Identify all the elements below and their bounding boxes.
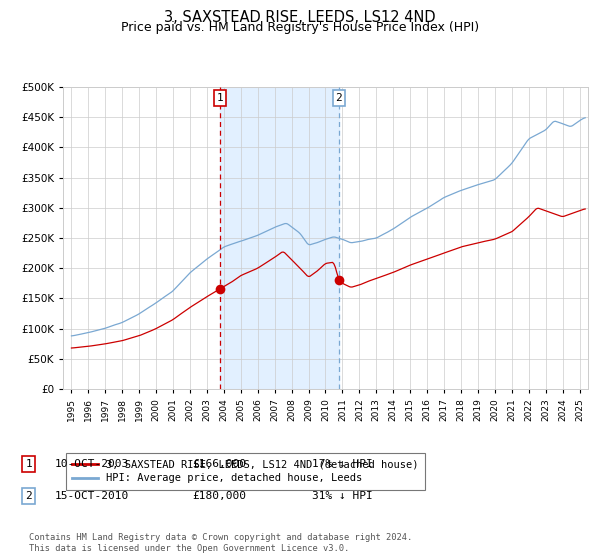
Text: 3, SAXSTEAD RISE, LEEDS, LS12 4ND: 3, SAXSTEAD RISE, LEEDS, LS12 4ND <box>164 10 436 25</box>
Text: Contains HM Land Registry data © Crown copyright and database right 2024.
This d: Contains HM Land Registry data © Crown c… <box>29 533 412 553</box>
Text: 10-OCT-2003: 10-OCT-2003 <box>55 459 130 469</box>
Text: 1: 1 <box>25 459 32 469</box>
Text: 31% ↓ HPI: 31% ↓ HPI <box>312 491 373 501</box>
Text: 2: 2 <box>335 93 342 103</box>
Text: 2: 2 <box>25 491 32 501</box>
Legend: 3, SAXSTEAD RISE, LEEDS, LS12 4ND (detached house), HPI: Average price, detached: 3, SAXSTEAD RISE, LEEDS, LS12 4ND (detac… <box>65 454 425 489</box>
Text: £166,000: £166,000 <box>192 459 246 469</box>
Bar <box>220 87 339 389</box>
Text: £180,000: £180,000 <box>192 491 246 501</box>
Text: 1: 1 <box>217 93 224 103</box>
Text: Price paid vs. HM Land Registry's House Price Index (HPI): Price paid vs. HM Land Registry's House … <box>121 21 479 34</box>
Text: 15-OCT-2010: 15-OCT-2010 <box>55 491 130 501</box>
Text: 17% ↓ HPI: 17% ↓ HPI <box>312 459 373 469</box>
